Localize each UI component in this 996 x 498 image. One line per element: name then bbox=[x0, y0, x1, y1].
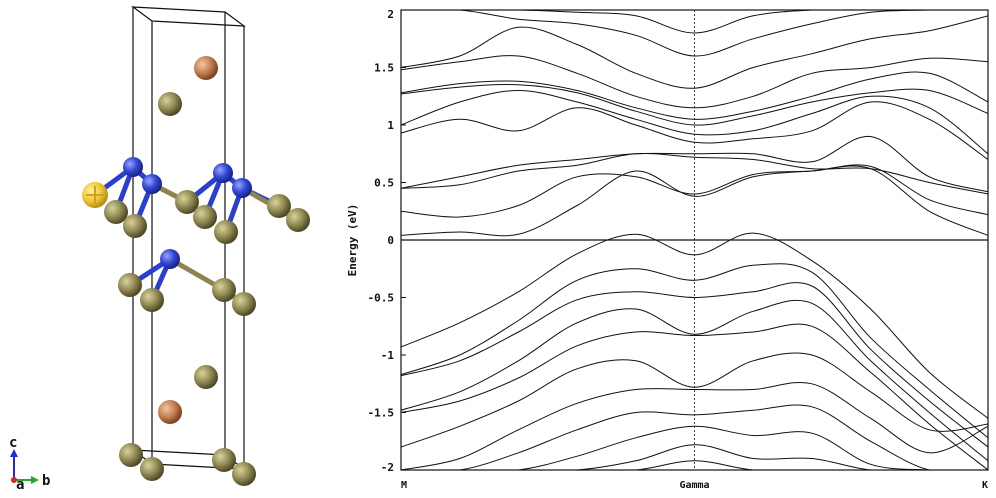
y-axis-label: Energy (eV) bbox=[346, 204, 359, 277]
atom-metal[interactable] bbox=[160, 249, 180, 269]
atom-chalcogen[interactable] bbox=[194, 365, 218, 389]
atom-metal[interactable] bbox=[232, 178, 252, 198]
y-tick-label: 2 bbox=[387, 8, 394, 21]
band-line bbox=[401, 425, 988, 470]
atom-chalcogen[interactable] bbox=[104, 200, 128, 224]
atom-chalcogen[interactable] bbox=[140, 288, 164, 312]
atom-alkali[interactable] bbox=[158, 400, 182, 424]
x-tick-labels: M Gamma K bbox=[401, 480, 988, 491]
atom-chalcogen[interactable] bbox=[175, 190, 199, 214]
y-tick-label: 0 bbox=[387, 234, 394, 247]
atom-chalcogen[interactable] bbox=[118, 273, 142, 297]
atom-chalcogen[interactable] bbox=[212, 448, 236, 472]
atom-alkali[interactable] bbox=[194, 56, 218, 80]
band-structure-chart: Energy (eV) 2 1.5 1 0.5 0 -0.5 -1 -1.5 -2 M Gamma… bbox=[340, 0, 996, 494]
atom-spheres[interactable] bbox=[82, 56, 310, 486]
band-line bbox=[401, 282, 988, 448]
atom-metal[interactable] bbox=[142, 174, 162, 194]
band-line bbox=[401, 263, 988, 439]
atom-chalcogen[interactable] bbox=[212, 278, 236, 302]
axis-label-c: c bbox=[9, 435, 17, 451]
y-tick-label: -0.5 bbox=[368, 292, 395, 305]
band-line bbox=[401, 323, 988, 470]
atom-metal[interactable] bbox=[123, 157, 143, 177]
y-tick-label: 1.5 bbox=[374, 62, 394, 75]
band-structure-svg: Energy (eV) 2 1.5 1 0.5 0 -0.5 -1 -1.5 -2 M Gamma… bbox=[346, 8, 989, 491]
y-tick-label: -2 bbox=[381, 461, 394, 474]
atom-chalcogen[interactable] bbox=[286, 208, 310, 232]
atom-chalcogen[interactable] bbox=[140, 457, 164, 481]
y-tick-label: 0.5 bbox=[374, 177, 394, 190]
axis-label-a: a bbox=[16, 477, 24, 493]
band-line bbox=[401, 10, 988, 34]
band-line bbox=[401, 165, 988, 237]
atom-chalcogen[interactable] bbox=[123, 214, 147, 238]
band-line bbox=[401, 460, 988, 470]
atom-chalcogen[interactable] bbox=[193, 205, 217, 229]
band-line bbox=[401, 299, 988, 462]
band-line bbox=[401, 153, 988, 195]
plot-frame bbox=[400, 9, 989, 471]
x-tick-label: M bbox=[401, 480, 407, 491]
orientation-axes: c a b bbox=[9, 435, 50, 493]
selected-atom[interactable] bbox=[82, 182, 108, 208]
axis-label-b: b bbox=[42, 473, 50, 489]
band-line bbox=[401, 15, 988, 89]
band-line bbox=[401, 382, 988, 470]
atom-chalcogen[interactable] bbox=[119, 443, 143, 467]
y-tick-label: -1 bbox=[381, 349, 395, 362]
band-line bbox=[401, 164, 988, 218]
y-tick-label: -1.5 bbox=[368, 407, 395, 420]
crystal-structure-svg[interactable]: c a b bbox=[0, 0, 340, 494]
band-line bbox=[401, 84, 988, 126]
y-tick-label: 1 bbox=[387, 119, 394, 132]
atom-chalcogen[interactable] bbox=[158, 92, 182, 116]
atom-chalcogen[interactable] bbox=[267, 194, 291, 218]
atom-metal[interactable] bbox=[213, 163, 233, 183]
x-tick-label: Gamma bbox=[679, 480, 709, 491]
y-tick-labels: 2 1.5 1 0.5 0 -0.5 -1 -1.5 -2 bbox=[368, 8, 406, 474]
band-line bbox=[401, 135, 988, 193]
atom-chalcogen[interactable] bbox=[232, 462, 256, 486]
atom-chalcogen[interactable] bbox=[232, 292, 256, 316]
x-tick-label: K bbox=[982, 480, 988, 491]
crystal-structure-view[interactable]: c a b bbox=[0, 0, 340, 494]
atom-chalcogen[interactable] bbox=[214, 220, 238, 244]
band-line bbox=[401, 232, 988, 419]
band-line bbox=[401, 444, 988, 470]
